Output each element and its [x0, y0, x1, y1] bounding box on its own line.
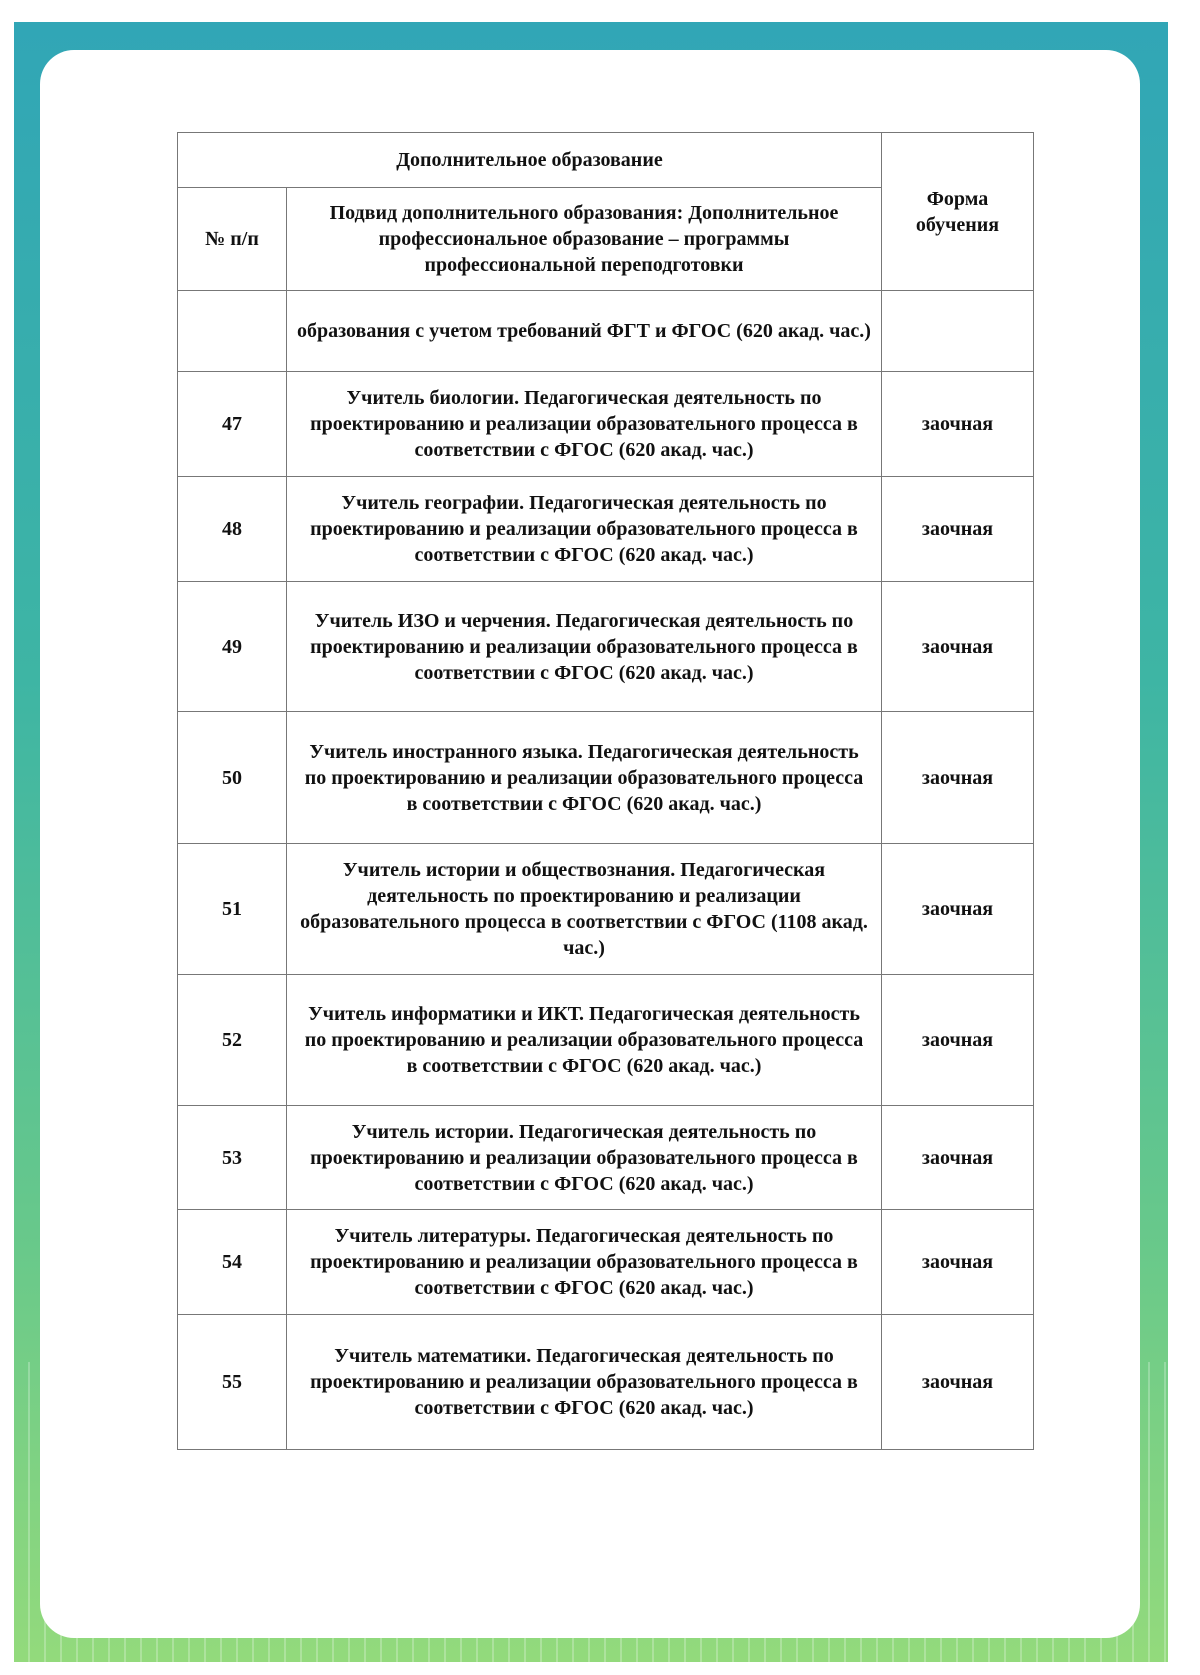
cell-form: заочная	[881, 1209, 1034, 1315]
cell-num: 49	[177, 581, 287, 712]
continuation-text: образования с учетом требований ФГТ и ФГ…	[286, 290, 882, 372]
table-row: 50 Учитель иностранного языка. Педагогиче…	[177, 711, 1034, 844]
section-title: Дополнительное образование	[177, 132, 882, 188]
cell-name: Учитель биологии. Педагогическая деятель…	[286, 371, 882, 477]
cell-num: 52	[177, 974, 287, 1106]
cell-num: 50	[177, 711, 287, 844]
subtype-column-header: Подвид дополнительного образования: Допо…	[286, 187, 882, 291]
table-row: 52 Учитель информатики и ИКТ. Педагогичес…	[177, 974, 1034, 1106]
table-row: 48 Учитель географии. Педагогическая деят…	[177, 476, 1034, 582]
header-row: № п/п Подвид дополнительного образования…	[177, 187, 1034, 291]
cell-form: заочная	[881, 581, 1034, 712]
cell-name: Учитель математики. Педагогическая деяте…	[286, 1314, 882, 1450]
programs-table: Дополнительное образование Форма обучени…	[177, 132, 1034, 1450]
table-row: 49 Учитель ИЗО и черчения. Педагогическая…	[177, 581, 1034, 712]
table-row: 51 Учитель истории и обществознания. Педа…	[177, 843, 1034, 975]
cell-name: Учитель литературы. Педагогическая деяте…	[286, 1209, 882, 1315]
cell-num: 55	[177, 1314, 287, 1450]
empty-cell	[177, 290, 287, 372]
number-column-header: № п/п	[177, 187, 287, 291]
cell-form: заочная	[881, 843, 1034, 975]
cell-name: Учитель географии. Педагогическая деятел…	[286, 476, 882, 582]
cell-name: Учитель ИЗО и черчения. Педагогическая д…	[286, 581, 882, 712]
cell-num: 51	[177, 843, 287, 975]
cell-form: заочная	[881, 371, 1034, 477]
cell-form: заочная	[881, 476, 1034, 582]
table-row: 54 Учитель литературы. Педагогическая дея…	[177, 1209, 1034, 1315]
continuation-row: образования с учетом требований ФГТ и ФГ…	[177, 290, 1034, 372]
cell-name: Учитель иностранного языка. Педагогическ…	[286, 711, 882, 844]
cell-num: 53	[177, 1105, 287, 1210]
cell-form: заочная	[881, 974, 1034, 1106]
cell-num: 47	[177, 371, 287, 477]
cell-form: заочная	[881, 711, 1034, 844]
header-row-section: Дополнительное образование Форма обучени…	[177, 132, 1034, 291]
cell-name: Учитель истории. Педагогическая деятельн…	[286, 1105, 882, 1210]
cell-form: заочная	[881, 1105, 1034, 1210]
cell-num: 54	[177, 1209, 287, 1315]
cell-name: Учитель информатики и ИКТ. Педагогическа…	[286, 974, 882, 1106]
cell-form: заочная	[881, 1314, 1034, 1450]
table-row: 53 Учитель истории. Педагогическая деятел…	[177, 1105, 1034, 1210]
table-row: 55 Учитель математики. Педагогическая дея…	[177, 1314, 1034, 1450]
cell-name: Учитель истории и обществознания. Педаго…	[286, 843, 882, 975]
form-column-header: Форма обучения	[881, 132, 1034, 291]
empty-cell	[881, 290, 1034, 372]
table-row: 47 Учитель биологии. Педагогическая деяте…	[177, 371, 1034, 477]
cell-num: 48	[177, 476, 287, 582]
